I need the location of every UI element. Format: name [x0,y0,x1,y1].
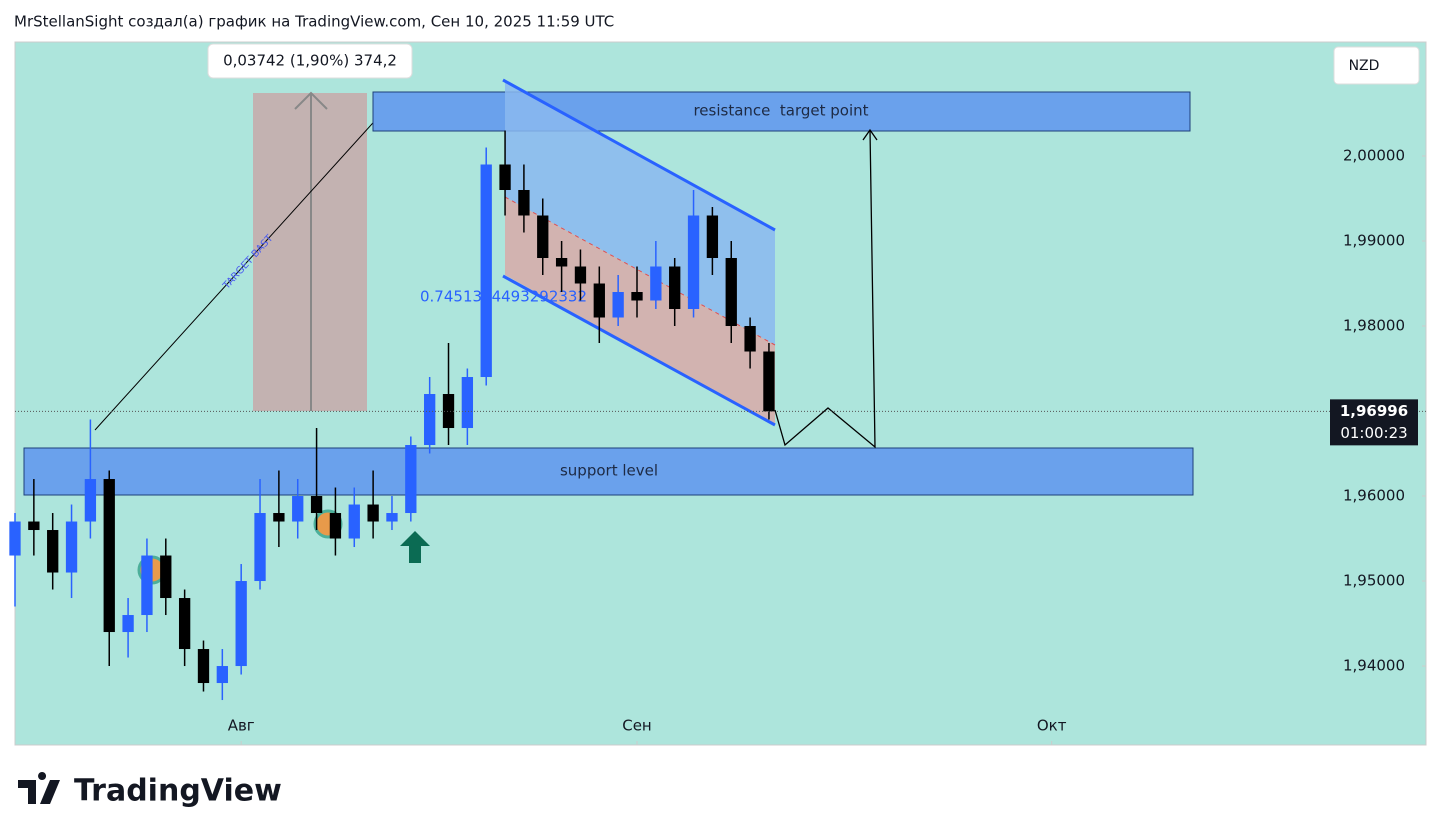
logo-icon [18,772,60,804]
candle-body [273,513,285,522]
candle-body [122,615,134,633]
candle-body [197,649,210,684]
candle-body [537,215,549,259]
support-zone [23,447,1194,496]
candle-body [367,504,379,522]
y-tick-label: 2,00000 [1343,146,1405,164]
candle-body [84,479,97,522]
candle-body [254,513,266,582]
countdown: 01:00:23 [1340,424,1407,442]
projection-arrowhead [862,128,878,141]
ratio-label: 0.7451394493292332 [420,288,587,306]
candle-body [348,504,360,539]
candle-body [65,521,78,573]
projection [774,129,876,449]
y-tick-label: 1,95000 [1343,572,1405,590]
measure-label-box [207,43,413,79]
channel-top [502,78,776,232]
candle-body [687,215,700,310]
last-price-box [1330,399,1418,446]
candle-body [329,513,342,539]
candle-body [442,394,455,429]
measure-label: 0,03742 (1,90%) 374,2 [223,52,397,70]
candle-body [235,581,247,667]
candle-body [744,326,756,352]
candle-body [386,513,398,522]
currency-button[interactable] [1333,46,1420,85]
candle-body [725,258,737,327]
y-tick-label: 1,94000 [1343,657,1405,675]
channel-lower [505,197,775,425]
candle-body [612,292,624,318]
x-tick-label: Авг [228,717,255,735]
candle-body [141,555,153,616]
target-line [94,92,401,431]
candle-body [555,258,568,267]
resistance-label: resistance target point [693,102,868,120]
candle-body [9,521,21,556]
candle-body [103,479,115,633]
up-arrow [400,531,430,563]
candle-body [650,266,662,301]
candle-body [518,189,530,216]
axes: 2,00000 1,99000 1,98000 1,96000 1,95000 1,940… [15,146,1426,745]
y-tick-label: 1,99000 [1343,231,1405,249]
x-tick-label: Сен [622,717,652,735]
candle-body [292,496,304,522]
candle-body [47,530,59,573]
channel-upper [505,80,775,345]
candle-body [160,555,172,599]
last-price-label: 1,96996 [1340,402,1408,420]
header: MrStellanSight создал(а) график на Tradi… [14,13,614,31]
measure-arrowhead [294,91,328,110]
y-tick-label: 1,96000 [1343,487,1405,505]
currency[interactable]: NZD [1349,58,1380,74]
candle-body [499,164,511,190]
channel-bottom [502,274,776,427]
candles [9,130,775,701]
candle-body [28,521,40,531]
candle-body [405,445,417,514]
candle-body [669,266,681,310]
candle-body [424,394,436,446]
candle-body [461,377,474,429]
candle-body [310,496,323,514]
candle-body [480,164,492,378]
candle-body [706,215,719,259]
candle-body [574,266,587,284]
logo-text: TradingView [74,774,282,809]
candle-body [178,598,191,650]
candle-body [593,283,605,318]
candle-body [631,292,643,301]
x-tick-label: Окт [1037,717,1067,735]
support-label: support level [560,462,658,480]
candle-body [216,666,228,684]
candle-body [763,351,775,412]
y-tick-label: 1,98000 [1343,317,1405,335]
